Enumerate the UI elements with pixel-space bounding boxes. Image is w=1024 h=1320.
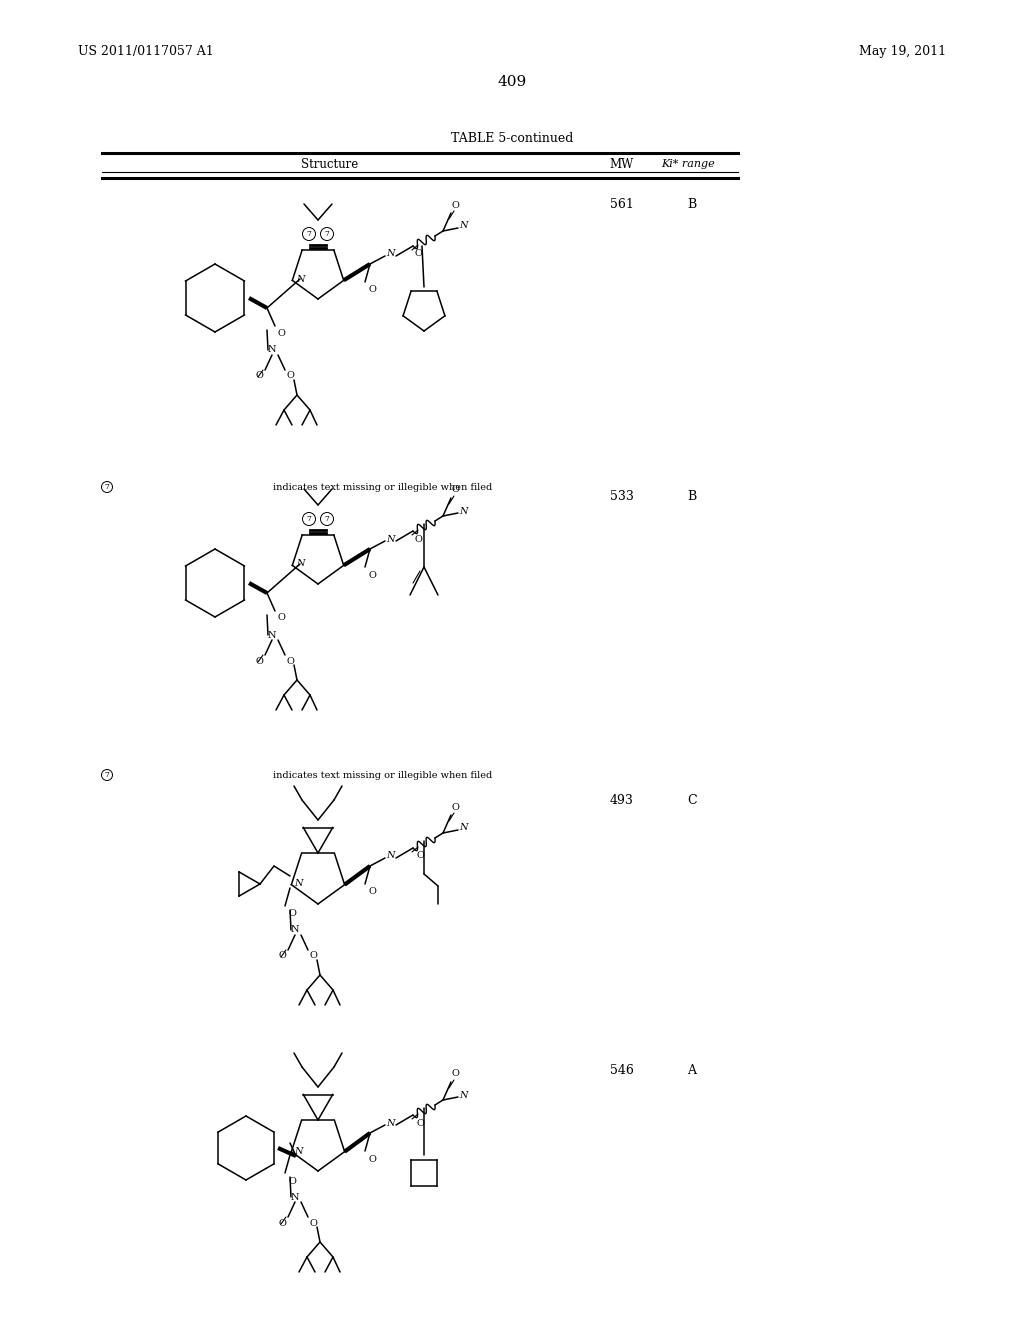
Text: N: N	[267, 631, 276, 639]
Text: O: O	[451, 803, 459, 812]
Text: O: O	[416, 851, 424, 861]
Text: O: O	[279, 952, 286, 961]
Text: O: O	[414, 535, 422, 544]
Text: 7: 7	[325, 230, 330, 238]
Text: 7: 7	[104, 483, 110, 491]
Text: B: B	[687, 198, 696, 211]
Text: O: O	[309, 1218, 317, 1228]
Text: O: O	[278, 329, 285, 338]
Text: O: O	[451, 1069, 459, 1078]
Text: O: O	[451, 486, 459, 495]
Text: N: N	[291, 1192, 299, 1201]
Text: 546: 546	[610, 1064, 634, 1077]
Text: O: O	[288, 909, 296, 919]
Text: Structure: Structure	[301, 157, 358, 170]
Text: N: N	[294, 1147, 302, 1155]
Text: N: N	[296, 275, 304, 284]
Text: O: O	[368, 1155, 376, 1163]
Text: O: O	[278, 614, 285, 623]
Text: 533: 533	[610, 491, 634, 503]
Text: 7: 7	[306, 230, 311, 238]
Text: indicates text missing or illegible when filed: indicates text missing or illegible when…	[273, 771, 493, 780]
Text: 409: 409	[498, 75, 526, 88]
Text: Ki* range: Ki* range	[662, 158, 715, 169]
Text: O: O	[309, 952, 317, 961]
Text: 7: 7	[325, 515, 330, 523]
Text: N: N	[459, 1090, 467, 1100]
Text: MW: MW	[610, 157, 634, 170]
Text: N: N	[291, 925, 299, 935]
Text: O: O	[451, 201, 459, 210]
Text: O: O	[414, 249, 422, 259]
Text: N: N	[386, 535, 394, 544]
Text: C: C	[687, 793, 696, 807]
Text: 7: 7	[104, 771, 110, 779]
Text: O: O	[288, 1176, 296, 1185]
Text: O: O	[279, 1218, 286, 1228]
Text: O: O	[368, 285, 376, 294]
Text: TABLE 5-continued: TABLE 5-continued	[451, 132, 573, 144]
Text: O: O	[286, 656, 294, 665]
Text: 493: 493	[610, 793, 634, 807]
Text: O: O	[416, 1118, 424, 1127]
Text: indicates text missing or illegible when filed: indicates text missing or illegible when…	[273, 483, 493, 491]
Text: 561: 561	[610, 198, 634, 211]
Text: O: O	[255, 656, 263, 665]
Text: 7: 7	[306, 515, 311, 523]
Text: N: N	[459, 824, 467, 833]
Text: US 2011/0117057 A1: US 2011/0117057 A1	[78, 45, 214, 58]
Text: A: A	[687, 1064, 696, 1077]
Text: N: N	[294, 879, 302, 888]
Text: B: B	[687, 491, 696, 503]
Text: O: O	[368, 570, 376, 579]
Text: N: N	[459, 222, 467, 231]
Text: N: N	[386, 249, 394, 259]
Text: O: O	[286, 371, 294, 380]
Text: N: N	[459, 507, 467, 516]
Text: N: N	[267, 346, 276, 355]
Text: O: O	[255, 371, 263, 380]
Text: N: N	[386, 851, 394, 861]
Text: May 19, 2011: May 19, 2011	[859, 45, 946, 58]
Text: O: O	[368, 887, 376, 896]
Text: N: N	[386, 1118, 394, 1127]
Text: N: N	[296, 560, 304, 569]
